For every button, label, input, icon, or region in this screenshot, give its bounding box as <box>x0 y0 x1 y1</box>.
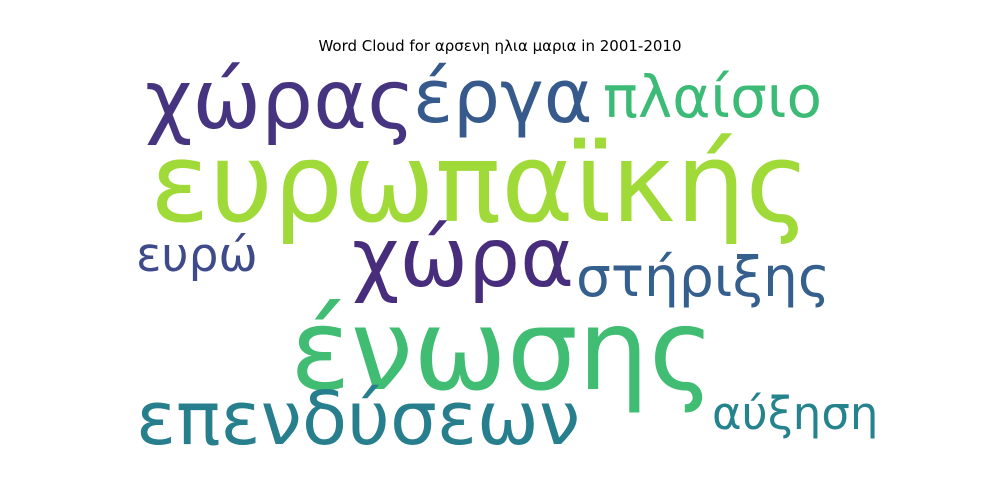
word-7: πλαίσιο <box>603 63 822 131</box>
word-6: έργα <box>413 54 593 140</box>
word-8: στήριξης <box>576 245 831 309</box>
word-3: χώρας <box>145 53 416 148</box>
word-5: επενδύσεων <box>136 376 581 462</box>
word-2: ένωσης <box>290 286 715 416</box>
word-9: ευρώ <box>136 228 258 283</box>
word-10: αύξηση <box>712 387 879 440</box>
word-1: ευρωπαϊκής <box>150 119 811 247</box>
chart-title: Word Cloud for αρσενη ηλια μαρια in 2001… <box>318 37 682 55</box>
word-4: χώρα <box>352 211 575 306</box>
